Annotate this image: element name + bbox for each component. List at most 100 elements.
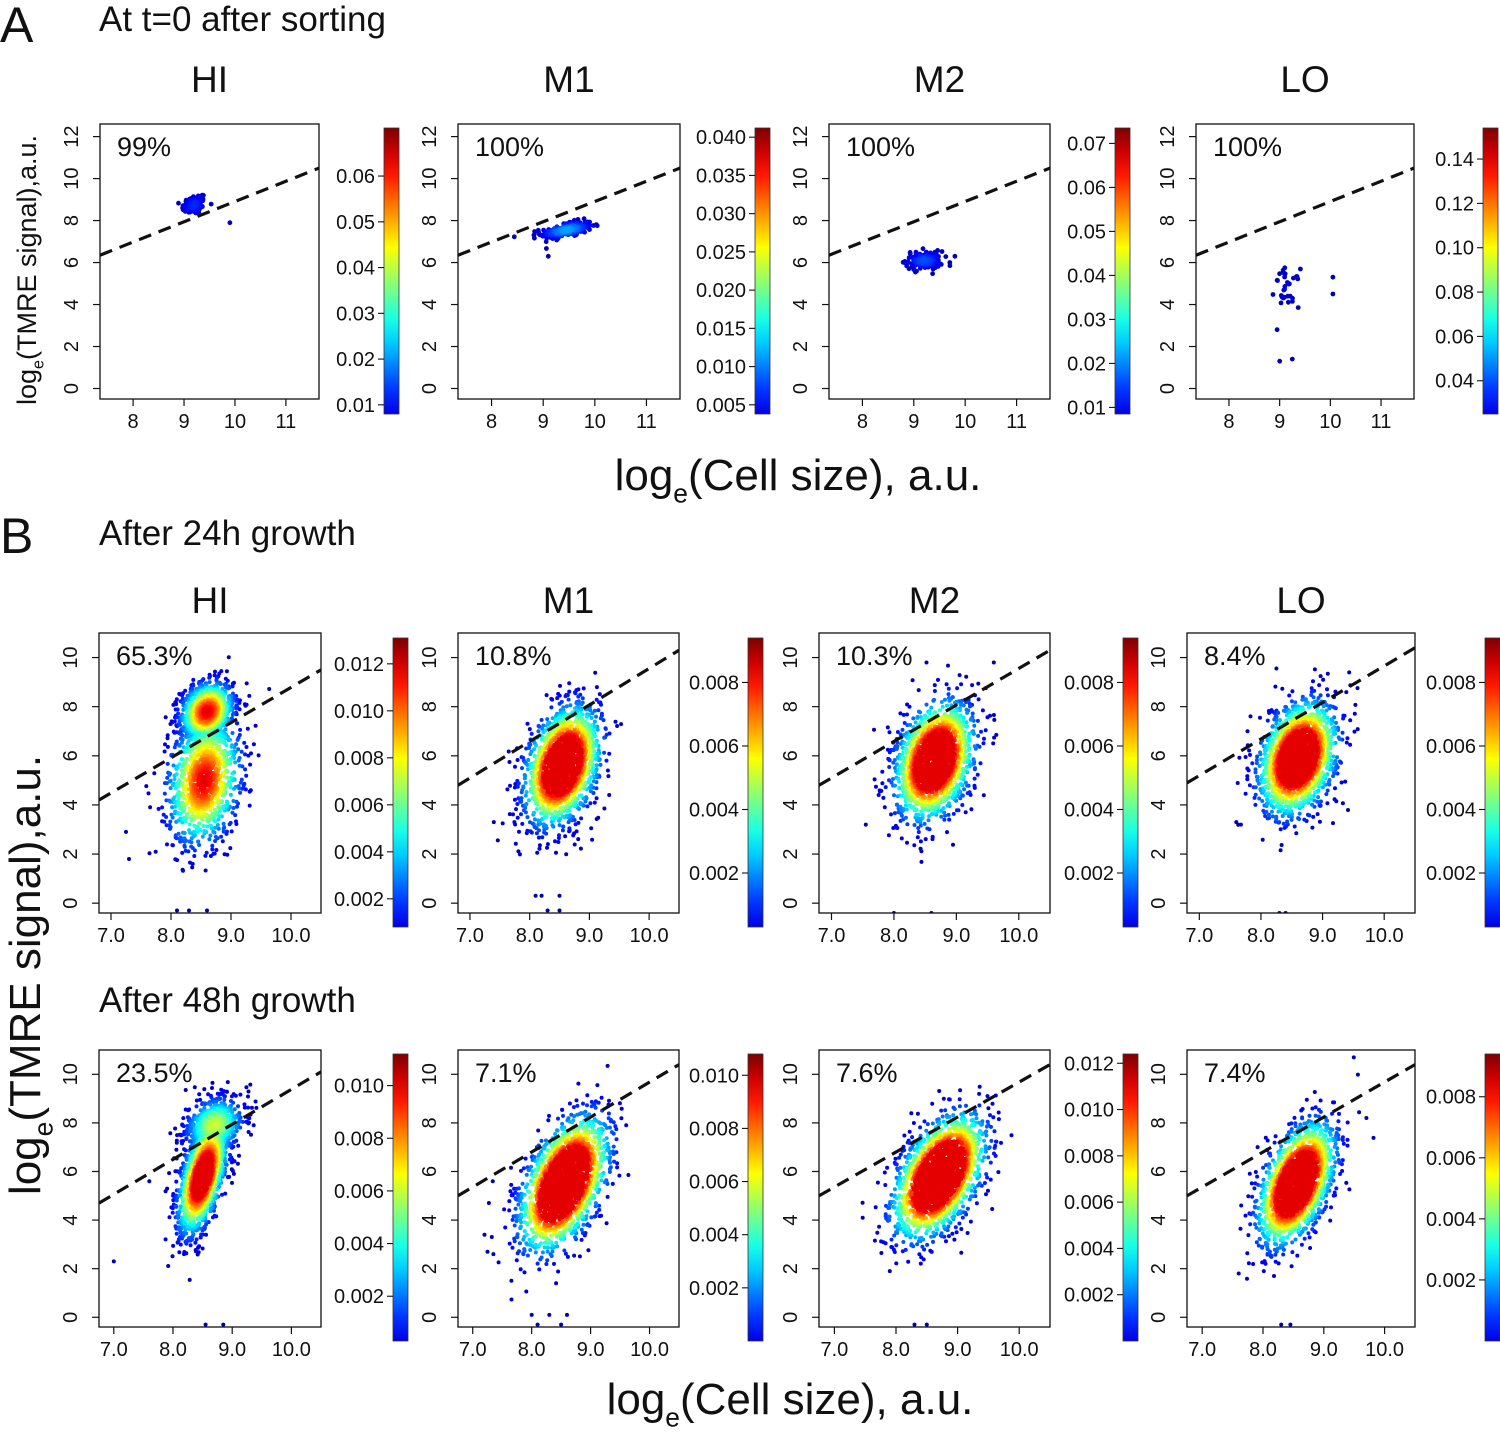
data-point (886, 833, 891, 838)
data-point (210, 847, 215, 852)
data-point (898, 711, 903, 716)
data-point (560, 779, 565, 784)
x-axis-label-b: loge(Cell size), a.u. (607, 1375, 974, 1432)
data-point (234, 819, 238, 824)
data-point (525, 828, 530, 833)
data-point (597, 700, 602, 705)
data-point (564, 852, 569, 857)
data-point (190, 696, 195, 701)
y-tick-label: 8 (61, 215, 83, 226)
data-point (212, 673, 217, 678)
colorbar-tick-label: 0.02 (1067, 353, 1106, 375)
data-point (239, 749, 244, 754)
data-point (186, 849, 191, 854)
panel-b-title: After 24h growth (99, 514, 356, 553)
data-point (218, 786, 223, 791)
data-point (564, 808, 569, 813)
data-point (619, 722, 624, 727)
data-point (192, 829, 196, 834)
data-point (229, 829, 234, 834)
x-tick-label: 10 (1319, 411, 1341, 433)
data-point (180, 733, 185, 738)
data-point (207, 837, 212, 842)
data-point (591, 727, 596, 732)
data-point (580, 696, 585, 701)
data-point (594, 763, 599, 768)
data-point (148, 805, 153, 810)
data-point (267, 687, 272, 691)
data-point (558, 755, 563, 760)
data-point (982, 736, 986, 741)
data-point (558, 763, 563, 768)
data-point (579, 816, 584, 821)
data-point (900, 727, 905, 732)
data-point (545, 845, 549, 850)
data-point (218, 783, 223, 788)
data-point (506, 749, 511, 754)
data-point (230, 771, 235, 776)
data-point (980, 708, 985, 713)
colorbar-tick-label: 0.025 (696, 242, 746, 264)
data-point (976, 697, 981, 702)
data-point (556, 840, 561, 844)
data-point (180, 850, 185, 855)
data-point (606, 774, 611, 779)
threshold-line (100, 166, 319, 257)
y-tick-label: 6 (419, 257, 441, 268)
data-point (579, 702, 584, 707)
data-point (545, 717, 550, 722)
y-tick-label: 4 (1157, 299, 1179, 310)
data-point (144, 784, 149, 789)
colorbar-tick-label: 0.01 (1067, 397, 1106, 419)
scatter-points (491, 670, 624, 913)
data-point (519, 812, 523, 817)
data-point (550, 753, 555, 758)
data-point (1298, 266, 1303, 272)
data-point (553, 759, 558, 764)
data-point (190, 687, 195, 692)
data-point (880, 769, 885, 774)
data-point (596, 748, 601, 753)
data-point (589, 716, 594, 720)
data-point (550, 775, 555, 780)
colorbar-tick-label: 0.02 (336, 349, 375, 371)
data-point (922, 258, 927, 264)
data-point (912, 843, 917, 848)
threshold-line (1196, 166, 1414, 257)
colorbar-tick-label: 0.005 (696, 395, 746, 417)
scatter-points (863, 660, 999, 913)
x-tick-label: 11 (276, 411, 297, 433)
data-point (907, 251, 913, 257)
data-point (571, 737, 576, 742)
x-tick-label: 10.0 (630, 925, 669, 947)
x-tick-label: 11 (1371, 411, 1392, 433)
data-point (507, 760, 512, 764)
data-point (173, 804, 178, 809)
data-point (224, 669, 229, 674)
data-point (1278, 300, 1284, 306)
data-point (887, 730, 892, 735)
data-point (946, 692, 951, 697)
colorbar-tick-label: 0.06 (1067, 177, 1106, 199)
data-point (541, 723, 546, 728)
data-point (918, 846, 923, 851)
data-point (572, 767, 577, 772)
data-point (217, 814, 222, 819)
y-tick-label: 4 (790, 299, 812, 310)
data-point (550, 779, 555, 784)
data-point (182, 836, 187, 841)
colorbar-tick-label: 0.020 (696, 280, 746, 302)
data-point (507, 812, 512, 817)
x-tick-label: 9 (1274, 411, 1285, 433)
data-point (160, 805, 165, 810)
data-point (585, 714, 589, 719)
data-point (253, 723, 258, 728)
data-point (179, 740, 184, 745)
colorbar-tick-label: 0.004 (334, 842, 384, 864)
data-point (178, 816, 183, 821)
y-axis-label-a: loge(TMRE signal),a.u. (12, 135, 48, 405)
percent-annotation: 100% (475, 132, 544, 162)
data-point (876, 793, 881, 797)
x-tick-label: 9.0 (217, 925, 245, 947)
colorbar-tick-label: 0.008 (334, 748, 384, 770)
